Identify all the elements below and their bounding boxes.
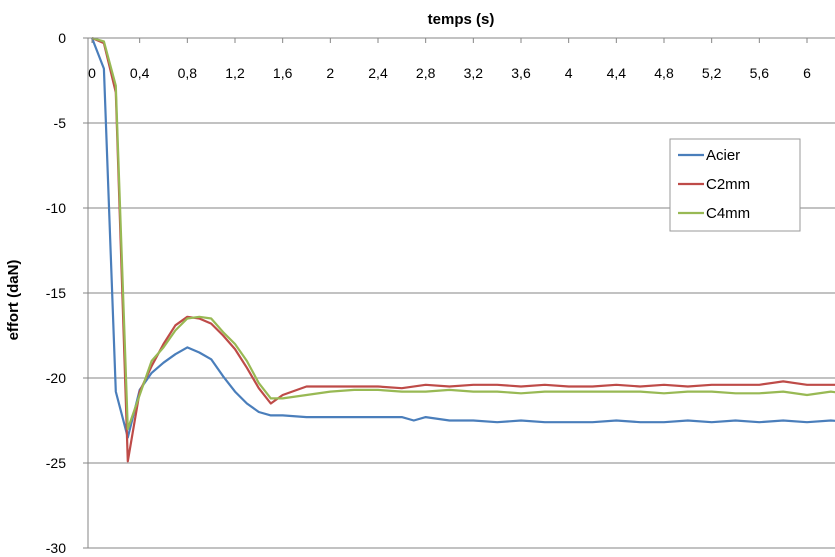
legend-label: C2mm <box>706 176 750 193</box>
series-line-c4mm <box>91 36 835 431</box>
x-tick-label: 4,8 <box>654 65 674 81</box>
x-tick-label: 0,4 <box>130 65 150 81</box>
y-axis-title: effort (daN) <box>5 260 22 341</box>
y-tick-label: -30 <box>46 540 66 556</box>
x-tick-label: 4 <box>565 65 573 81</box>
y-tick-label: 0 <box>58 30 66 46</box>
y-tick-label: -20 <box>46 370 66 386</box>
gridlines <box>88 122 835 549</box>
series-line-c2mm <box>91 36 835 463</box>
x-tick-label: 1,2 <box>225 65 245 81</box>
legend-label: Acier <box>706 147 740 164</box>
x-axis-title: temps (s) <box>428 11 495 28</box>
x-tick-label: 3,6 <box>511 65 531 81</box>
series-layer <box>90 36 835 463</box>
x-tick-label: 5,2 <box>702 65 722 81</box>
x-tick-label: 5,6 <box>750 65 770 81</box>
x-tick-labels: 0 0,4 0,8 1,2 1,6 2 2,4 2,8 3,2 3,6 4 4,4 4,8 5,2 5,6 6 <box>88 38 811 81</box>
x-tick-label: 4,4 <box>607 65 627 81</box>
x-tick-label: 6 <box>803 65 811 81</box>
x-tick-label: 1,6 <box>273 65 293 81</box>
y-tick-label: -5 <box>54 115 67 131</box>
y-tick-label: -25 <box>46 455 66 471</box>
x-tick-label: 2,8 <box>416 65 436 81</box>
x-tick-label: 3,2 <box>464 65 484 81</box>
legend: Acier C2mm C4mm <box>669 138 801 232</box>
legend-label: C4mm <box>706 205 750 222</box>
y-tick-label: -15 <box>46 285 66 301</box>
x-tick-label: 2,4 <box>368 65 388 81</box>
series-line-acier <box>90 37 835 439</box>
x-tick-label: 2 <box>326 65 334 81</box>
y-tick-label: -10 <box>46 200 66 216</box>
x-tick-label: 0 <box>88 65 96 81</box>
y-tick-labels: 0 -5 -10 -15 -20 -25 -30 <box>46 30 88 556</box>
x-tick-label: 0,8 <box>178 65 198 81</box>
